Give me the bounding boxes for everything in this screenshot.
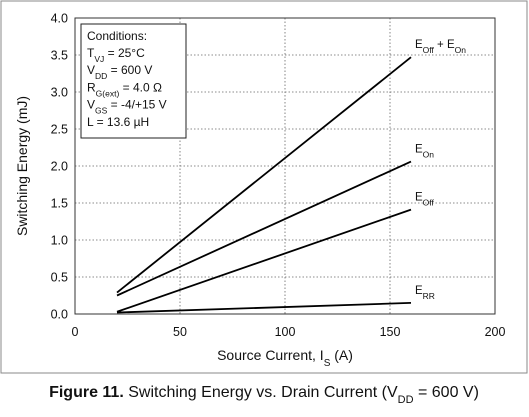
x-tick-labels: 0 50 100 150 200 <box>72 325 506 339</box>
series-line <box>116 208 412 313</box>
y-tick-label: 2.0 <box>51 160 68 174</box>
series-line <box>116 160 412 297</box>
y-tick-label: 2.5 <box>51 123 68 137</box>
conditions-heading: Conditions: <box>87 29 147 43</box>
chart-outer-border <box>0 0 528 374</box>
series-label: EOff <box>415 192 434 208</box>
plot-area-border <box>74 17 496 315</box>
series-labels: EOff + EOn EOn EOff ERR <box>415 39 466 301</box>
x-tick-label: 50 <box>173 325 187 339</box>
series-layer <box>116 56 412 314</box>
x-tick-label: 150 <box>380 325 401 339</box>
figure-caption: Figure 11. Switching Energy vs. Drain Cu… <box>49 384 479 406</box>
y-tick-label: 0.5 <box>51 271 68 285</box>
y-tick-labels: 0.0 0.5 1.0 1.5 2.0 2.5 3.0 3.5 4.0 <box>51 12 68 322</box>
y-tick-label: 3.0 <box>51 86 68 100</box>
y-tick-label: 1.5 <box>51 197 68 211</box>
conditions-line: TVJ = 25°C <box>87 46 145 64</box>
x-axis-title: Source Current, IS (A) <box>217 347 353 369</box>
series-line <box>116 302 412 314</box>
conditions-box-border <box>80 23 187 139</box>
y-tick-label: 0.0 <box>51 308 68 322</box>
series-line <box>116 56 412 294</box>
conditions-line: VDD = 600 V <box>87 63 152 81</box>
x-tick-label: 0 <box>72 325 79 339</box>
conditions-line: VGS = -4/+15 V <box>87 98 167 116</box>
series-label: EOff + EOn <box>415 39 466 55</box>
series-label: ERR <box>415 285 435 301</box>
y-tick-label: 4.0 <box>51 12 68 26</box>
x-tick-label: 100 <box>275 325 296 339</box>
conditions-line: RG(ext) = 4.0 Ω <box>87 80 162 98</box>
y-tick-label: 1.0 <box>51 234 68 248</box>
series-label: EOn <box>415 144 434 160</box>
x-tick-label: 200 <box>485 325 506 339</box>
y-tick-label: 3.5 <box>51 49 68 63</box>
conditions-line: L = 13.6 µH <box>87 115 149 129</box>
y-axis-title: Switching Energy (mJ) <box>14 96 30 236</box>
